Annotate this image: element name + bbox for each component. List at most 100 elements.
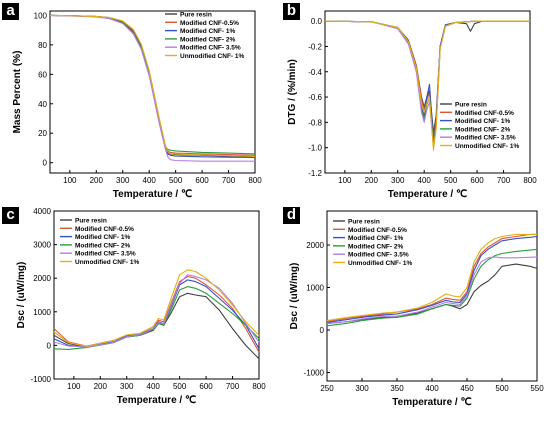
y-tick-label: 0 — [43, 159, 48, 168]
y-tick-label: 0.0 — [311, 17, 323, 26]
panel-label-d: d — [283, 207, 300, 224]
y-tick-label: 0 — [47, 341, 52, 350]
x-tick-label: 100 — [67, 382, 81, 391]
legend-label: Modified CNF-0.5% — [455, 110, 514, 117]
x-axis-label: Temperature / ℃ — [392, 397, 471, 408]
x-tick-label: 600 — [470, 176, 484, 185]
legend-label: Unmodified CNF- 1% — [180, 53, 244, 60]
x-tick-label: 200 — [94, 382, 108, 391]
legend-label: Modified CNF-0.5% — [75, 226, 134, 233]
y-tick-label: 60 — [38, 70, 47, 79]
x-tick-label: 800 — [523, 176, 537, 185]
legend-label: Modified CNF-0.5% — [180, 20, 239, 27]
x-tick-label: 800 — [252, 382, 266, 391]
y-tick-label: 2000 — [306, 241, 324, 250]
legend-label: Pure resin — [75, 218, 107, 225]
legend-label: Modified CNF- 1% — [75, 234, 130, 241]
legend-label: Modified CNF- 3.5% — [348, 252, 409, 259]
y-tick-label: -0.6 — [308, 93, 322, 102]
x-tick-label: 300 — [355, 384, 369, 393]
x-axis-label: Temperature / ℃ — [388, 189, 467, 200]
x-tick-label: 250 — [320, 384, 334, 393]
legend-label: Modified CNF- 2% — [180, 36, 235, 43]
x-tick-label: 450 — [460, 384, 474, 393]
x-tick-label: 700 — [222, 176, 236, 185]
y-axis-label: Dsc / (uW/mg) — [289, 263, 300, 330]
x-tick-label: 500 — [173, 382, 187, 391]
y-tick-label: 4000 — [33, 207, 51, 216]
x-tick-label: 550 — [530, 384, 544, 393]
y-tick-label: 2000 — [33, 274, 51, 283]
legend-label: Modified CNF- 3.5% — [75, 251, 136, 258]
legend-label: Modified CNF- 1% — [180, 28, 235, 35]
chart-panel-b: 100 200 300 400 500 600 700 800 0.0 -0.2 -0.4 -0.6 -… — [287, 10, 537, 200]
legend-label: Unmodified CNF- 1% — [348, 260, 412, 267]
series-line-5 — [53, 274, 260, 348]
y-tick-label: 80 — [38, 41, 47, 50]
y-tick-label: -0.4 — [308, 68, 322, 77]
chart-panel-d: 250 300 350 400 450 500 550 -1000 0 1000 2000 Tempe… — [289, 210, 544, 408]
legend-label: Pure resin — [348, 219, 380, 226]
y-tick-label: 1000 — [33, 308, 51, 317]
x-tick-label: 200 — [365, 176, 379, 185]
x-tick-label: 100 — [338, 176, 352, 185]
series-line-6 — [324, 20, 530, 151]
chart-panel-a: 100 200 300 400 500 600 700 800 0 20 40 60 80 100 Temp… — [12, 10, 262, 200]
x-tick-label: 500 — [444, 176, 458, 185]
y-tick-label: -0.8 — [308, 118, 322, 127]
legend-label: Unmodified CNF- 1% — [455, 143, 519, 150]
x-tick-label: 600 — [199, 382, 213, 391]
legend-label: Modified CNF- 2% — [455, 126, 510, 133]
y-tick-label: -1000 — [304, 369, 325, 378]
y-tick-label: 100 — [34, 11, 48, 20]
y-axis-label: Dsc / (uW/mg) — [16, 262, 27, 329]
panel-label-a: a — [2, 3, 19, 20]
series-line-6 — [49, 14, 256, 157]
series-line-4 — [53, 286, 260, 350]
series-line-2 — [53, 275, 260, 353]
legend-label: Modified CNF- 1% — [455, 118, 510, 125]
legend-label: Modified CNF- 2% — [75, 242, 130, 249]
plot-frame — [324, 10, 531, 174]
x-tick-label: 400 — [425, 384, 439, 393]
y-axis-label: Mass Percent (%) — [12, 51, 23, 134]
x-tick-label: 400 — [418, 176, 432, 185]
chart-panel-c: 100 200 300 400 500 600 700 800 -1000 0 1000 2000 30… — [16, 207, 266, 406]
plot-frame — [53, 210, 260, 380]
y-tick-label: -1.2 — [308, 169, 322, 178]
y-tick-label: 20 — [38, 129, 47, 138]
x-tick-label: 400 — [147, 382, 161, 391]
legend-label: Modified CNF-0.5% — [348, 227, 407, 234]
y-tick-label: 0 — [320, 326, 325, 335]
series-line-5 — [49, 14, 255, 162]
series-line-4 — [326, 248, 538, 327]
x-tick-label: 350 — [390, 384, 404, 393]
x-axis-label: Temperature / ℃ — [113, 189, 192, 200]
panel-label-b: b — [283, 3, 300, 20]
y-tick-label: -1.0 — [308, 144, 322, 153]
x-tick-label: 700 — [226, 382, 240, 391]
legend-label: Modified CNF- 2% — [348, 243, 403, 250]
legend-label: Modified CNF- 3.5% — [180, 45, 241, 52]
x-tick-label: 400 — [143, 176, 157, 185]
series-line-6 — [326, 233, 537, 322]
x-tick-label: 100 — [63, 176, 77, 185]
series-line-6 — [53, 269, 260, 347]
series-line-3 — [53, 279, 260, 350]
x-axis-label: Temperature / ℃ — [117, 395, 196, 406]
y-tick-label: -1000 — [31, 375, 52, 384]
plot-frame — [49, 10, 256, 174]
legend-label: Unmodified CNF- 1% — [75, 259, 139, 266]
series-line-1 — [326, 263, 538, 325]
x-tick-label: 600 — [195, 176, 209, 185]
y-tick-label: 40 — [38, 100, 47, 109]
series-line-5 — [326, 256, 538, 325]
x-tick-label: 300 — [116, 176, 130, 185]
y-tick-label: -0.2 — [308, 42, 322, 51]
x-tick-label: 200 — [90, 176, 104, 185]
